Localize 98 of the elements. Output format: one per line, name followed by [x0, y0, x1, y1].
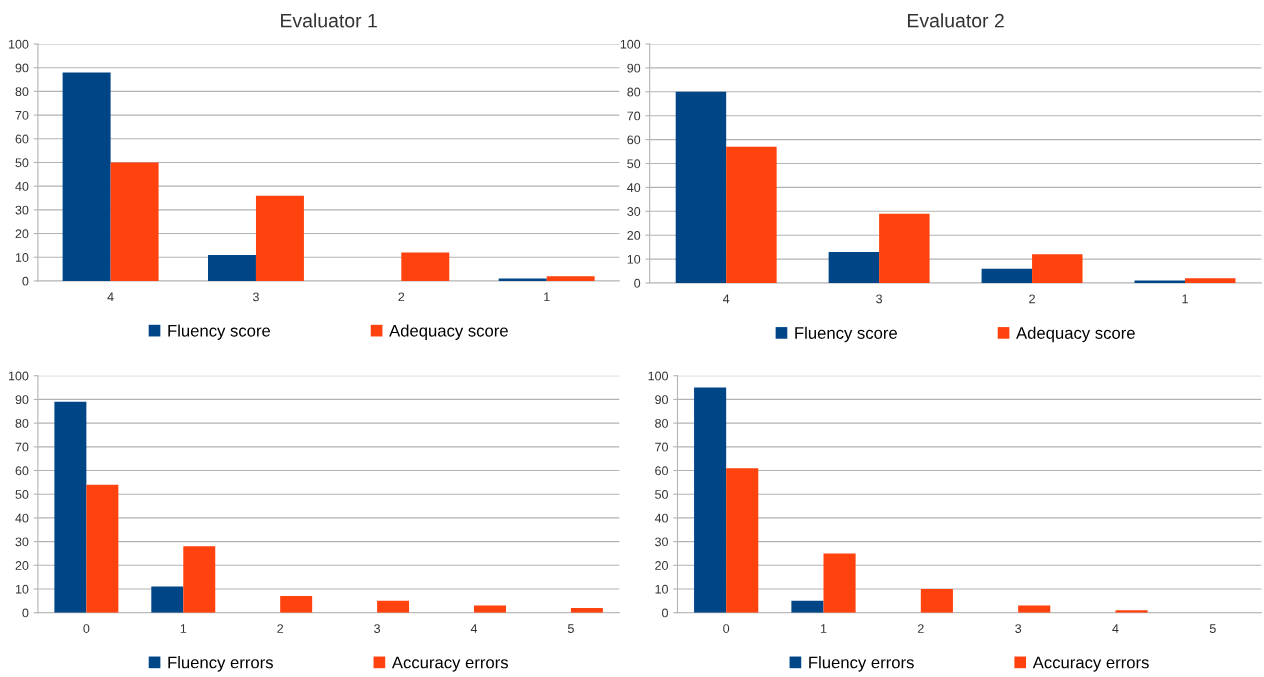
y-tick-label: 70	[15, 110, 29, 120]
y-tick-label: 50	[15, 490, 29, 499]
y-tick-label: 50	[627, 159, 641, 169]
x-tick-label: 1	[544, 292, 550, 302]
y-tick-label: 60	[15, 466, 29, 476]
bar	[255, 195, 304, 281]
y-tick-label: 90	[655, 395, 668, 405]
y-tick-label: 100	[648, 371, 668, 381]
bar	[828, 251, 880, 283]
bar	[791, 600, 824, 613]
x-tick-label: 5	[1209, 624, 1216, 633]
x-tick-label: 2	[398, 292, 405, 302]
y-tick-label: 90	[627, 63, 641, 73]
y-tick-label: 100	[8, 371, 29, 381]
bar	[151, 586, 184, 613]
bar	[54, 401, 87, 613]
x-tick-label: 1	[180, 624, 187, 633]
x-tick-label: 1	[820, 624, 827, 633]
y-tick-label: 100	[8, 39, 29, 49]
y-tick-label: 80	[655, 418, 668, 428]
x-tick-label: 4	[107, 292, 114, 302]
bar	[675, 91, 727, 283]
y-tick-label: 80	[627, 87, 641, 97]
bar	[546, 276, 595, 281]
x-tick-label: 3	[876, 294, 883, 304]
bar	[726, 146, 777, 283]
y-tick-label: 70	[627, 111, 641, 121]
x-tick-label: 3	[374, 624, 381, 633]
y-tick-label: 20	[655, 561, 668, 570]
bar	[879, 213, 930, 283]
y-tick-label: 30	[627, 207, 641, 216]
y-tick-label: 60	[627, 135, 641, 145]
bar	[726, 468, 759, 613]
y-tick-label: 60	[15, 134, 29, 144]
y-tick-label: 0	[634, 278, 641, 288]
bar	[280, 596, 313, 613]
y-tick-label: 0	[662, 608, 668, 618]
bar	[62, 72, 111, 281]
y-tick-label: 80	[15, 418, 29, 428]
x-tick-label: 1	[1182, 294, 1188, 304]
y-tick-label: 10	[15, 253, 29, 262]
legend-label: Accuracy errors	[391, 656, 508, 672]
y-tick-label: 90	[15, 395, 29, 405]
y-tick-label: 30	[15, 205, 29, 215]
y-tick-label: 90	[15, 63, 29, 73]
y-tick-label: 30	[655, 537, 668, 547]
legend-label: Fluency score	[168, 324, 271, 340]
bar	[1185, 278, 1236, 283]
bar	[920, 588, 953, 613]
y-tick-label: 10	[15, 584, 29, 594]
y-tick-label: 10	[655, 584, 668, 594]
bar	[183, 546, 216, 613]
x-tick-label: 2	[277, 624, 284, 633]
y-tick-label: 80	[15, 87, 29, 97]
y-tick-label: 40	[15, 181, 29, 191]
x-tick-label: 0	[83, 624, 90, 633]
bar	[401, 252, 450, 281]
chart-title: Evaluator 1	[281, 13, 377, 28]
y-tick-label: 40	[15, 513, 29, 523]
legend-label: Fluency errors	[168, 656, 273, 672]
x-tick-label: 0	[723, 624, 730, 633]
legend-label: Accuracy errors	[1032, 656, 1149, 672]
y-tick-label: 70	[655, 442, 668, 452]
bar	[823, 553, 856, 613]
legend-label: Adequacy score	[389, 324, 508, 340]
y-tick-label: 20	[627, 230, 641, 240]
y-tick-label: 50	[655, 490, 668, 499]
x-tick-label: 3	[252, 292, 259, 302]
chart-title: Evaluator 2	[908, 13, 1004, 28]
y-tick-label: 100	[620, 39, 641, 49]
bar	[694, 387, 727, 613]
y-tick-label: 20	[15, 229, 29, 239]
bar	[207, 254, 256, 281]
y-tick-label: 50	[15, 158, 29, 168]
bar	[86, 484, 119, 613]
x-tick-label: 5	[567, 624, 574, 633]
x-tick-label: 2	[917, 624, 924, 633]
x-tick-label: 4	[722, 294, 730, 304]
x-tick-label: 2	[1029, 294, 1035, 304]
bar	[1032, 254, 1083, 283]
bar	[110, 162, 159, 281]
x-tick-label: 3	[1015, 624, 1022, 633]
y-tick-label: 30	[15, 537, 29, 547]
y-tick-label: 10	[627, 254, 641, 264]
bar	[377, 600, 410, 613]
y-tick-label: 40	[627, 183, 641, 193]
y-tick-label: 0	[22, 608, 29, 618]
x-tick-label: 4	[1112, 624, 1119, 633]
y-tick-label: 0	[22, 276, 29, 286]
y-tick-label: 40	[654, 513, 668, 523]
legend-label: Adequacy score	[1016, 326, 1135, 343]
x-tick-label: 4	[470, 624, 478, 633]
y-tick-label: 20	[15, 561, 29, 570]
bar	[981, 268, 1033, 283]
legend-label: Fluency score	[795, 326, 897, 343]
y-tick-label: 70	[15, 442, 29, 452]
legend-label: Fluency errors	[809, 656, 914, 672]
y-tick-label: 60	[655, 466, 668, 476]
